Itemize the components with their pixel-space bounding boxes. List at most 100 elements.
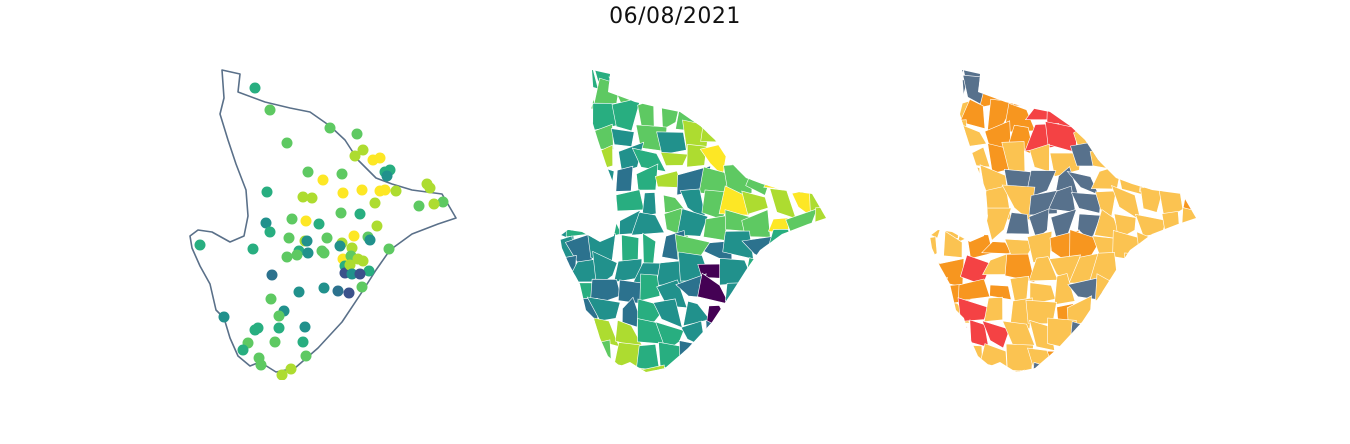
region-cell: [748, 108, 775, 126]
station-dots: [194, 82, 449, 380]
region-cell: [1067, 70, 1103, 78]
station-dot: [371, 220, 383, 232]
region-cell: [564, 369, 600, 372]
station-dot: [363, 265, 375, 277]
region-cell: [676, 208, 709, 237]
region-cell: [809, 76, 826, 104]
region-cell: [958, 278, 991, 302]
choropleth-panel: [560, 70, 840, 372]
station-dot: [428, 198, 440, 210]
region-cell: [1123, 252, 1144, 280]
station-dot: [354, 268, 366, 280]
municipality-regions: [560, 70, 840, 372]
category-regions: [930, 70, 1211, 372]
region-cell: [772, 77, 793, 111]
region-cell: [808, 232, 826, 264]
station-dot: [346, 242, 358, 254]
region-cell: [1161, 210, 1181, 241]
region-cell: [718, 185, 750, 216]
region-cell: [1182, 102, 1196, 134]
region-cell: [1035, 83, 1053, 109]
region-cell: [631, 76, 658, 102]
region-cell: [1077, 340, 1101, 366]
station-dot: [354, 208, 366, 220]
station-dot: [364, 234, 376, 246]
region-cell: [642, 232, 657, 265]
region-cell: [930, 236, 938, 261]
region-cell: [571, 78, 597, 110]
region-cell: [1090, 164, 1122, 190]
region-cell: [1070, 192, 1102, 214]
region-cell: [1157, 141, 1191, 175]
station-dot: [346, 268, 358, 280]
region-cell: [686, 143, 708, 168]
region-cell: [930, 364, 944, 372]
region-cell: [660, 151, 689, 166]
region-cell: [1140, 365, 1168, 372]
station-dot: [356, 184, 368, 196]
region-cell: [1116, 365, 1140, 372]
region-cell: [1117, 70, 1137, 78]
station-dot: [249, 324, 261, 336]
region-cell: [720, 125, 745, 149]
region-cell: [1200, 281, 1210, 306]
region-cell: [560, 70, 579, 84]
region-cell: [1114, 97, 1140, 132]
region-cell: [930, 70, 944, 78]
region-cell: [743, 70, 778, 86]
region-cell: [943, 230, 963, 258]
station-dot: [264, 104, 276, 116]
region-cell: [930, 96, 944, 123]
region-cell: [833, 99, 840, 126]
station-dot: [247, 243, 259, 255]
region-cell: [1140, 298, 1166, 322]
region-cell: [1202, 76, 1210, 101]
region-cell: [1089, 346, 1123, 370]
region-cell: [930, 210, 947, 239]
station-dot: [374, 185, 386, 197]
region-cell: [1185, 234, 1196, 257]
region-cell: [560, 107, 571, 128]
region-cell: [1156, 99, 1191, 132]
region-cell: [701, 84, 731, 110]
region-cell: [631, 211, 665, 236]
station-dot: [285, 363, 297, 375]
region-cell: [657, 78, 681, 112]
region-cell: [810, 346, 826, 372]
station-dot: [348, 230, 360, 242]
region-cell: [787, 234, 822, 265]
region-cell: [560, 296, 576, 323]
region-cell: [560, 317, 578, 351]
region-cell: [567, 167, 601, 194]
region-cell: [957, 297, 989, 322]
region-cell: [1159, 120, 1188, 150]
region-cell: [724, 101, 752, 131]
region-cell: [698, 101, 727, 133]
region-cell: [1204, 328, 1210, 346]
region-cell: [1001, 369, 1032, 372]
region-cell: [989, 284, 1012, 301]
region-cell: [705, 305, 729, 332]
region-cell: [784, 81, 820, 102]
region-cell: [1111, 281, 1140, 304]
region-cell: [560, 255, 577, 286]
region-cell: [1008, 70, 1036, 88]
region-cell: [656, 70, 686, 81]
point-map-panel: [189, 69, 457, 380]
region-cell: [785, 70, 814, 86]
station-dot: [374, 152, 386, 164]
station-dot: [344, 259, 356, 271]
region-cell: [1204, 173, 1211, 191]
region-cell: [942, 174, 961, 194]
station-dot: [218, 311, 230, 323]
region-cell: [740, 273, 769, 308]
region-cell: [611, 189, 645, 212]
region-cell: [743, 348, 776, 372]
region-cell: [1205, 303, 1211, 330]
station-dot: [300, 350, 312, 362]
station-dot: [261, 186, 273, 198]
region-cell: [1184, 316, 1196, 353]
station-dot: [381, 170, 393, 182]
station-dot: [281, 251, 293, 263]
station-dot: [306, 192, 318, 204]
